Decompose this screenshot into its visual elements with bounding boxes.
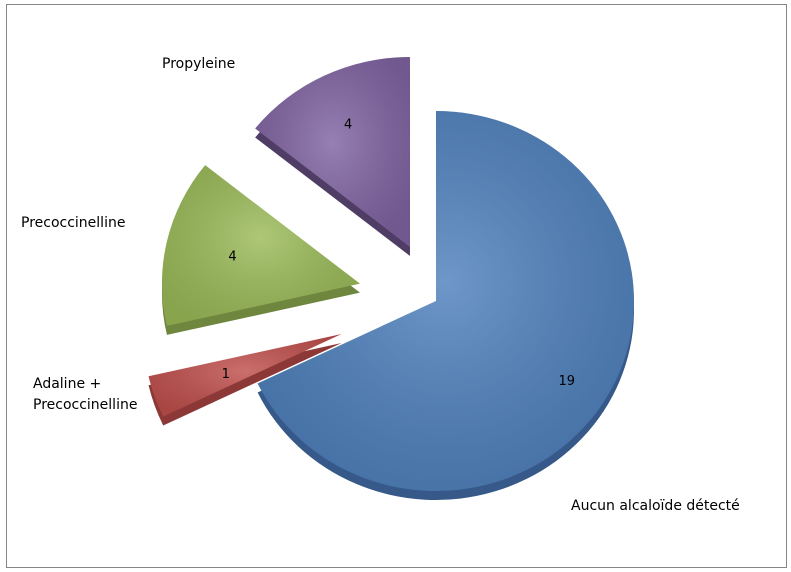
pie-slice-shading — [255, 56, 410, 247]
pie-slice-side-adaline-precoccinelline — [148, 343, 342, 426]
pie-slice-shading — [148, 334, 342, 417]
pie-slice-shading — [161, 165, 360, 326]
category-label-precoccinelline: Precoccinelline — [21, 215, 125, 231]
data-label-precoccinelline: 4 — [228, 250, 236, 265]
category-label-aucun-alcalo-de-d-tect: Aucun alcaloïde détecté — [571, 498, 740, 514]
category-label-adaline-precoccinelline: Adaline + Precoccinelline — [33, 376, 137, 413]
data-label-propyleine: 4 — [344, 118, 352, 133]
pie-slice-shading — [257, 111, 635, 491]
category-label-propyleine: Propyleine — [162, 56, 235, 72]
pie-chart: 19 Aucun alcaloïde détecté 1 Adaline + Preco… — [21, 56, 740, 514]
chart-area: 19 Aucun alcaloïde détecté 1 Adaline + Preco… — [6, 4, 787, 568]
data-label-adaline-precoccinelline: 1 — [222, 367, 230, 382]
data-label-aucun-alcalo-de-d-tect: 19 — [558, 374, 575, 389]
